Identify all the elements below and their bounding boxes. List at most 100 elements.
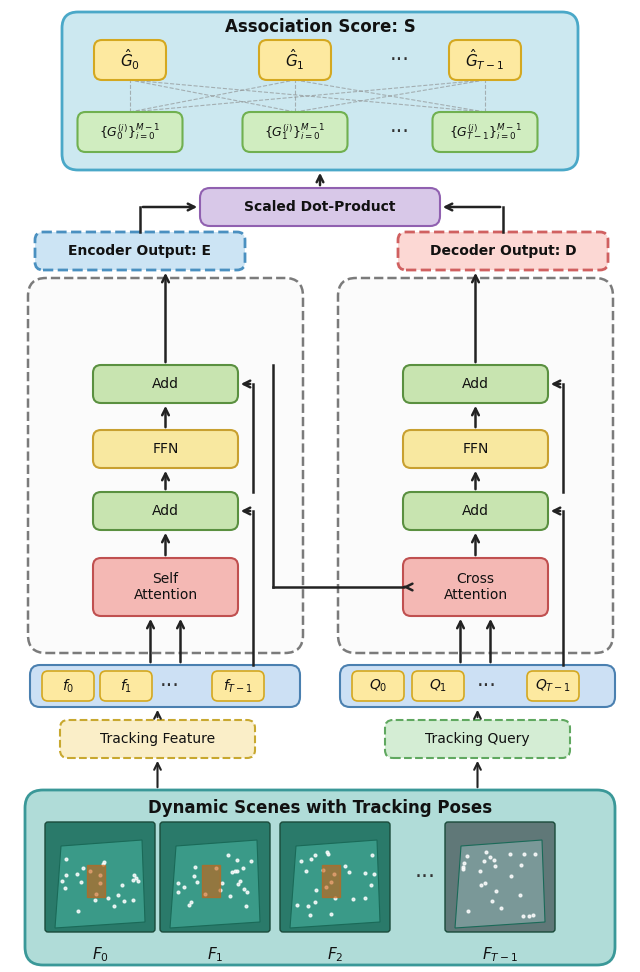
Text: Add: Add: [462, 504, 489, 518]
Point: [215, 883, 225, 898]
Point: [519, 846, 529, 861]
Point: [330, 889, 340, 905]
Point: [60, 881, 70, 896]
Point: [232, 852, 242, 868]
Point: [310, 883, 321, 898]
Point: [99, 854, 109, 870]
Text: Tracking Query: Tracking Query: [425, 732, 530, 746]
Point: [90, 892, 100, 908]
Point: [230, 863, 240, 879]
Point: [217, 875, 227, 890]
Text: $\hat{G}_1$: $\hat{G}_1$: [285, 48, 305, 72]
Text: Tracking Feature: Tracking Feature: [100, 732, 215, 746]
Point: [85, 863, 95, 879]
Point: [184, 897, 195, 913]
FancyBboxPatch shape: [25, 790, 615, 965]
FancyBboxPatch shape: [30, 665, 300, 707]
Point: [480, 876, 490, 891]
Point: [129, 867, 140, 883]
Point: [318, 862, 328, 878]
Point: [366, 878, 376, 893]
Text: Association Score: S: Association Score: S: [225, 18, 415, 36]
Point: [103, 890, 113, 906]
Point: [306, 851, 316, 867]
Text: $F_0$: $F_0$: [92, 946, 108, 964]
FancyBboxPatch shape: [433, 112, 538, 152]
Point: [131, 870, 141, 885]
FancyBboxPatch shape: [160, 822, 270, 932]
Point: [458, 859, 468, 875]
Point: [117, 878, 127, 893]
Polygon shape: [455, 840, 545, 928]
Point: [481, 844, 491, 859]
Point: [528, 907, 538, 922]
Point: [173, 876, 183, 891]
Point: [186, 894, 196, 910]
Point: [323, 846, 333, 861]
FancyBboxPatch shape: [385, 720, 570, 758]
FancyBboxPatch shape: [93, 558, 238, 616]
Point: [76, 874, 86, 889]
FancyBboxPatch shape: [527, 671, 579, 701]
Point: [95, 875, 105, 890]
Point: [98, 856, 108, 872]
Text: $\{G_{T-1}^{(i)}\}_{i=0}^{M-1}$: $\{G_{T-1}^{(i)}\}_{i=0}^{M-1}$: [449, 122, 522, 142]
Point: [127, 892, 138, 908]
Point: [516, 857, 526, 873]
Point: [246, 853, 256, 869]
FancyBboxPatch shape: [100, 671, 152, 701]
Text: ···: ···: [160, 676, 180, 696]
Point: [91, 886, 101, 902]
Point: [200, 885, 211, 901]
Point: [191, 875, 202, 890]
Point: [95, 867, 105, 883]
Text: ···: ···: [390, 122, 410, 142]
Text: $F_2$: $F_2$: [327, 946, 343, 964]
FancyBboxPatch shape: [94, 40, 166, 80]
Point: [211, 860, 221, 876]
FancyBboxPatch shape: [352, 671, 404, 701]
Point: [78, 861, 88, 877]
FancyBboxPatch shape: [412, 671, 464, 701]
Point: [61, 867, 71, 883]
FancyBboxPatch shape: [212, 671, 264, 701]
Point: [189, 869, 199, 885]
Point: [321, 880, 332, 895]
Point: [296, 853, 307, 869]
Text: Encoder Output: E: Encoder Output: E: [68, 244, 211, 258]
Text: $F_1$: $F_1$: [207, 946, 223, 964]
Point: [305, 907, 315, 922]
Point: [515, 887, 525, 903]
FancyBboxPatch shape: [403, 365, 548, 403]
Point: [490, 858, 500, 874]
Point: [303, 898, 313, 914]
Text: Dynamic Scenes with Tracking Poses: Dynamic Scenes with Tracking Poses: [148, 799, 492, 817]
Point: [242, 885, 252, 900]
Text: FFN: FFN: [462, 442, 489, 456]
FancyBboxPatch shape: [445, 822, 555, 932]
Point: [61, 851, 71, 867]
Text: $F_{T-1}$: $F_{T-1}$: [482, 946, 518, 964]
Text: ···: ···: [477, 676, 497, 696]
FancyBboxPatch shape: [45, 822, 155, 932]
Point: [239, 882, 249, 897]
FancyBboxPatch shape: [200, 188, 440, 226]
FancyBboxPatch shape: [338, 278, 613, 653]
Point: [127, 873, 138, 888]
Point: [225, 887, 236, 903]
Text: $f_{T-1}$: $f_{T-1}$: [223, 677, 253, 695]
Point: [235, 873, 245, 888]
Point: [340, 858, 350, 874]
Text: $Q_1$: $Q_1$: [429, 677, 447, 694]
Point: [524, 908, 534, 923]
Point: [301, 863, 312, 879]
Text: $Q_0$: $Q_0$: [369, 677, 387, 694]
Text: $Q_{T-1}$: $Q_{T-1}$: [535, 677, 571, 694]
Point: [479, 853, 489, 869]
FancyBboxPatch shape: [93, 430, 238, 468]
Text: $f_1$: $f_1$: [120, 677, 132, 695]
FancyBboxPatch shape: [243, 112, 348, 152]
Point: [310, 848, 320, 863]
Point: [74, 903, 84, 919]
Point: [463, 903, 474, 919]
